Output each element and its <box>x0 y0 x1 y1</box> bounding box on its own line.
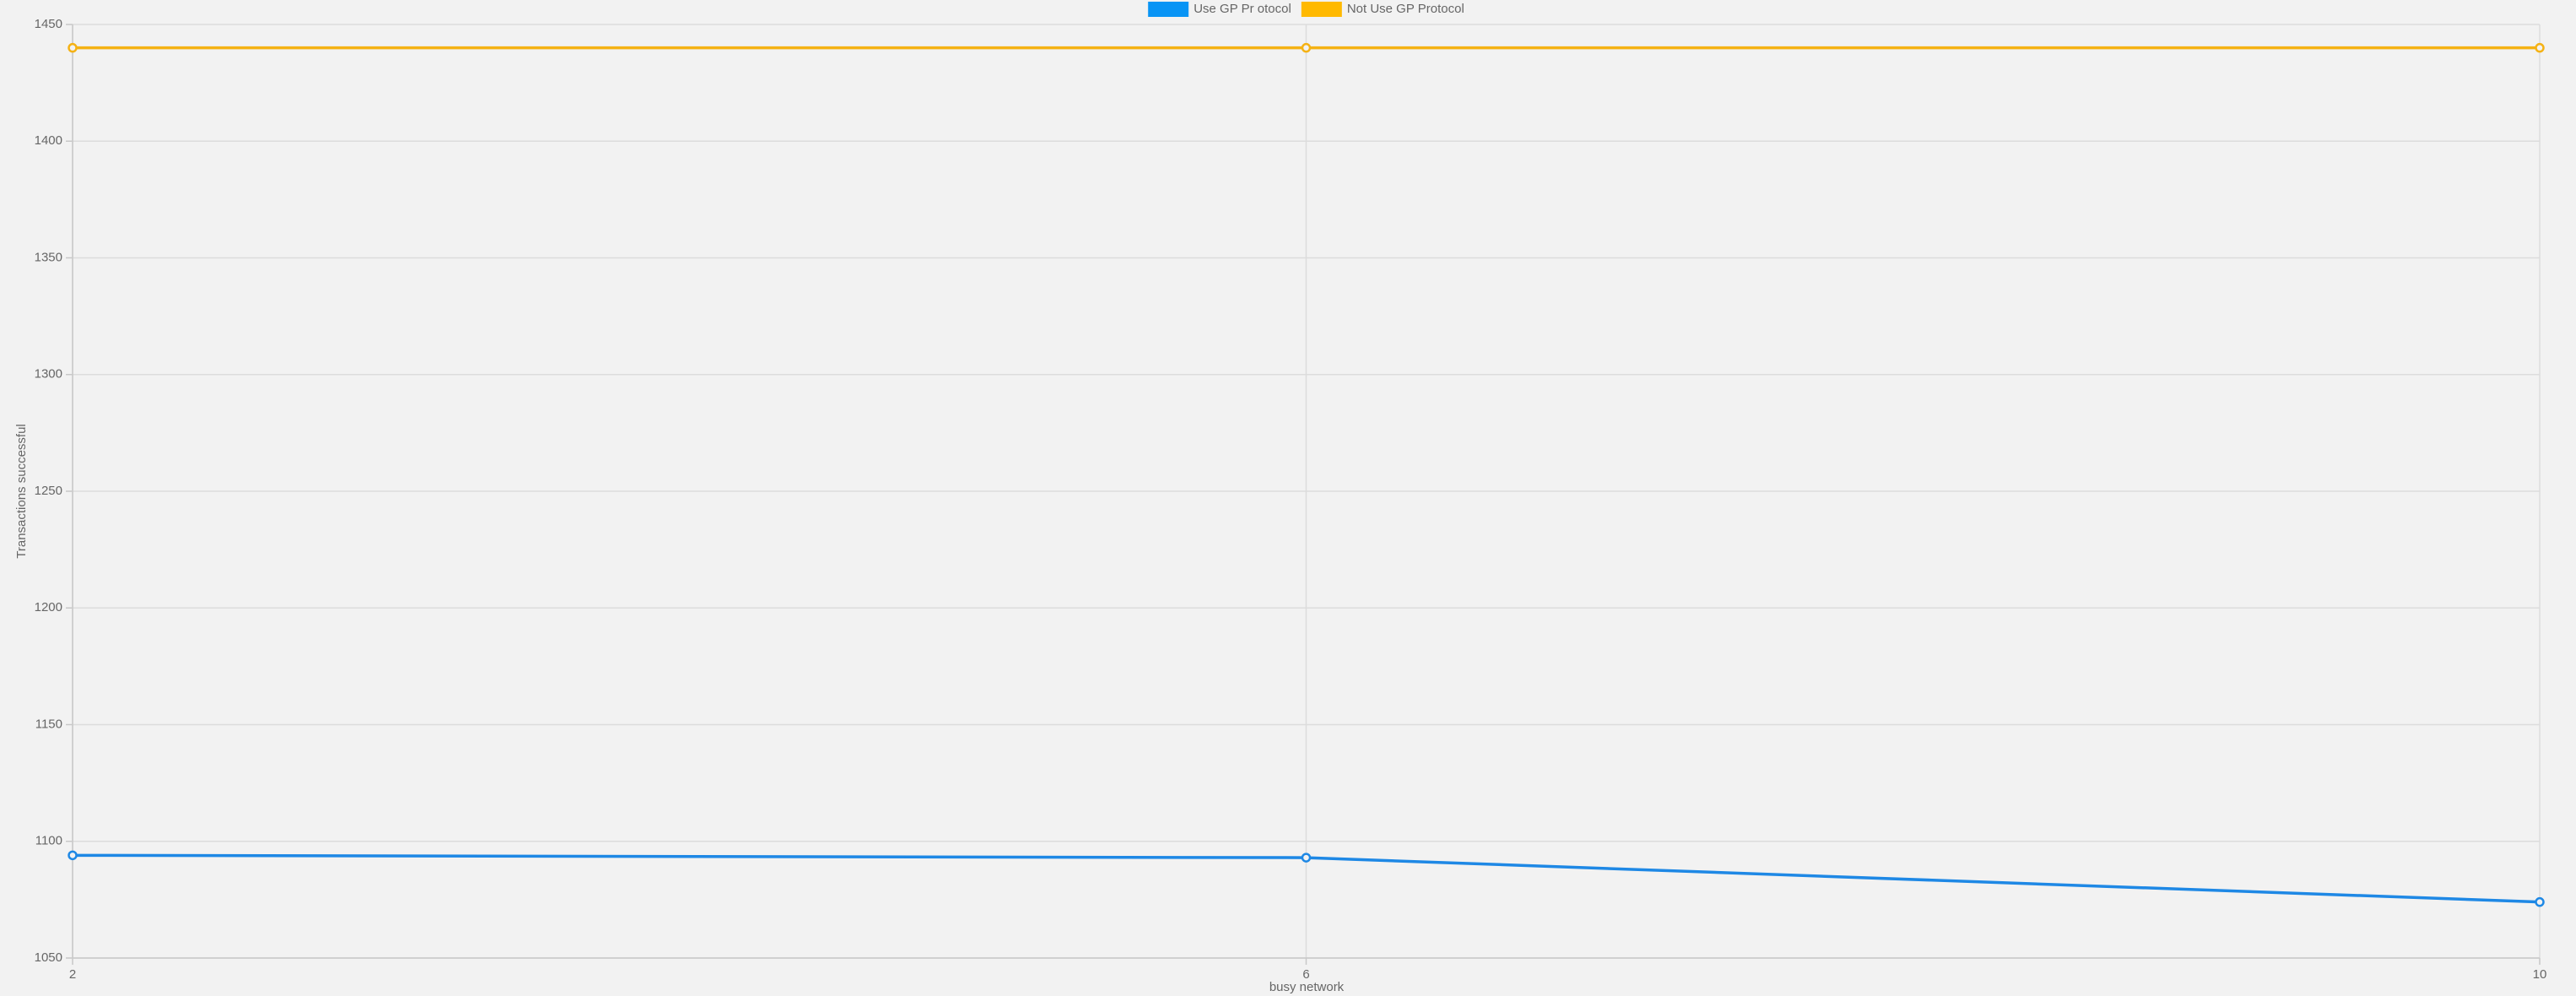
y-axis-title: Transactions successful <box>14 424 29 559</box>
y-tick-label: 1450 <box>35 17 62 31</box>
legend-swatch <box>1148 2 1189 17</box>
x-tick-label: 2 <box>69 967 76 982</box>
y-tick-label: 1400 <box>35 133 62 148</box>
data-point <box>68 42 78 53</box>
data-point <box>2535 42 2545 53</box>
y-tick-label: 1300 <box>35 367 62 382</box>
data-point <box>68 850 78 861</box>
x-tick-label: 10 <box>2533 967 2547 982</box>
legend-swatch <box>1301 2 1342 17</box>
data-point <box>1301 42 1312 53</box>
legend-label: Use GP Pr otocol <box>1193 2 1291 16</box>
y-tick-label: 1150 <box>35 717 62 731</box>
y-tick-label: 1200 <box>35 600 62 614</box>
y-tick-label: 1100 <box>35 834 62 848</box>
y-tick-label: 1350 <box>35 250 62 264</box>
legend-label: Not Use GP Protocol <box>1347 2 1464 16</box>
data-point <box>2535 896 2545 907</box>
x-axis-title: busy network <box>1269 980 1345 994</box>
y-tick-label: 1050 <box>35 950 62 965</box>
y-tick-label: 1250 <box>35 484 62 498</box>
data-point <box>1301 853 1312 863</box>
x-tick-label: 6 <box>1302 967 1309 982</box>
